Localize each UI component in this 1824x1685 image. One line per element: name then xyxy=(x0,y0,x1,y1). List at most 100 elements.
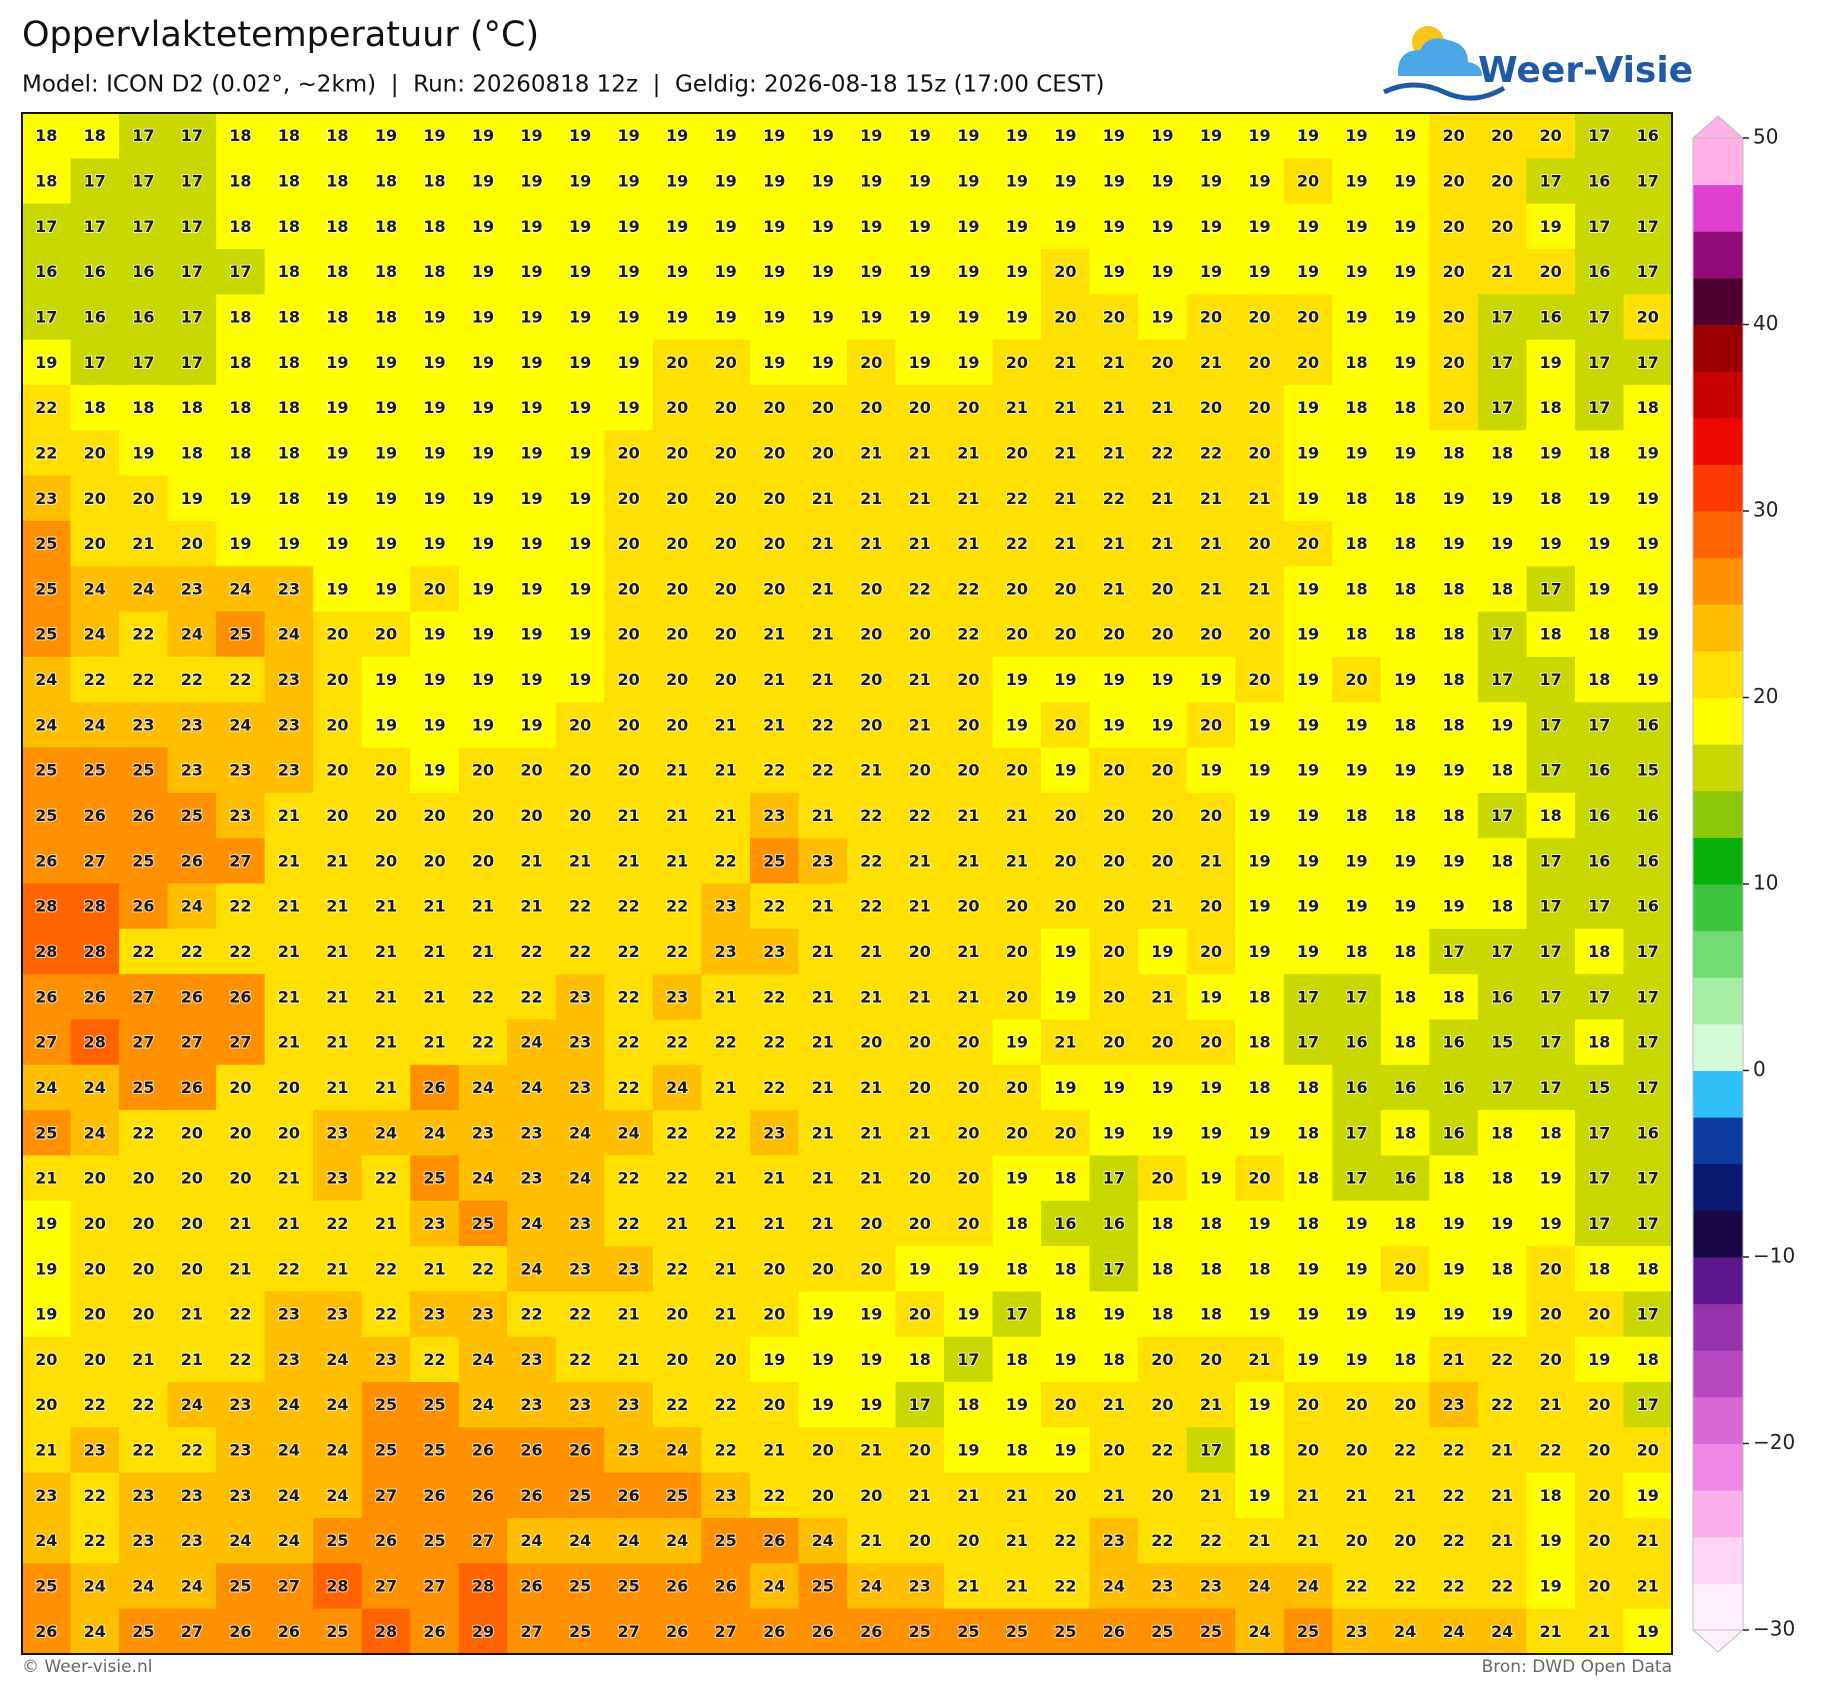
cell-value: 19 xyxy=(569,126,591,145)
grid-cell xyxy=(798,158,848,205)
grid-cell xyxy=(22,1064,72,1111)
grid-cell xyxy=(992,430,1042,477)
grid-cell xyxy=(264,158,314,205)
cell-value: 21 xyxy=(860,443,882,462)
grid-cell xyxy=(1332,1336,1382,1383)
grid-cell xyxy=(604,1200,654,1247)
cell-value: 23 xyxy=(1151,1577,1173,1596)
cell-value: 16 xyxy=(1637,851,1659,870)
cell-value: 19 xyxy=(1151,1123,1173,1142)
grid-cell xyxy=(22,520,72,567)
grid-cell xyxy=(410,1382,460,1428)
cell-value: 23 xyxy=(520,1395,542,1414)
grid-cell xyxy=(507,883,557,930)
cell-value: 26 xyxy=(181,851,203,870)
cell-value: 18 xyxy=(1394,1350,1416,1369)
grid-cell xyxy=(216,611,266,658)
cell-value: 22 xyxy=(957,625,979,644)
grid-cell xyxy=(410,566,460,613)
grid-cell xyxy=(216,520,266,567)
grid-cell xyxy=(70,792,120,839)
cell-value: 19 xyxy=(229,534,251,553)
cell-value: 19 xyxy=(1006,171,1028,190)
grid-cell xyxy=(1283,1336,1333,1383)
cell-value: 19 xyxy=(812,353,834,372)
grid-cell xyxy=(1138,1472,1188,1519)
cell-value: 24 xyxy=(520,1078,542,1097)
cell-value: 27 xyxy=(132,987,154,1006)
grid-cell xyxy=(70,384,120,431)
cell-value: 19 xyxy=(35,1305,57,1324)
grid-cell xyxy=(847,248,897,295)
grid-cell xyxy=(1380,1291,1430,1338)
cell-value: 20 xyxy=(763,1259,785,1278)
grid-cell xyxy=(1041,294,1091,341)
cell-value: 17 xyxy=(1637,942,1659,961)
grid-cell xyxy=(1429,747,1479,794)
cell-value: 18 xyxy=(1006,1350,1028,1369)
cell-value: 21 xyxy=(763,670,785,689)
grid-cell xyxy=(1186,339,1236,386)
grid-cell xyxy=(1526,974,1576,1021)
grid-cell xyxy=(1574,1336,1625,1383)
cell-value: 21 xyxy=(666,761,688,780)
grid-cell xyxy=(361,1472,411,1519)
grid-cell xyxy=(944,792,994,839)
cell-value: 22 xyxy=(375,1305,397,1324)
cell-value: 26 xyxy=(763,1531,785,1550)
grid-cell xyxy=(847,1518,897,1564)
cell-value: 18 xyxy=(278,443,300,462)
colorbar-tick-label: 10 xyxy=(1753,871,1778,895)
grid-cell xyxy=(1380,1608,1430,1655)
cell-value: 19 xyxy=(1054,987,1076,1006)
grid-cell xyxy=(895,294,945,341)
cell-value: 23 xyxy=(715,942,737,961)
cell-value: 19 xyxy=(860,217,882,236)
cell-value: 26 xyxy=(423,1486,445,1505)
grid-cell xyxy=(507,1200,557,1247)
cell-value: 20 xyxy=(1394,1259,1416,1278)
cell-value: 19 xyxy=(569,217,591,236)
grid-cell xyxy=(847,838,897,885)
grid-cell xyxy=(1477,203,1528,250)
cell-value: 26 xyxy=(520,1486,542,1505)
cell-value: 21 xyxy=(1006,806,1028,825)
grid-cell xyxy=(313,158,363,205)
cell-value: 22 xyxy=(666,942,688,961)
cell-value: 19 xyxy=(1297,398,1319,417)
grid-cell xyxy=(798,838,848,885)
grid-cell xyxy=(1283,1382,1333,1428)
cell-value: 20 xyxy=(1540,262,1562,281)
grid-cell xyxy=(410,1563,460,1610)
grid-cell xyxy=(604,158,654,205)
cell-value: 19 xyxy=(957,217,979,236)
cell-value: 22 xyxy=(423,1350,445,1369)
cell-value: 20 xyxy=(860,1033,882,1052)
grid-cell xyxy=(555,475,605,522)
cell-value: 19 xyxy=(957,1305,979,1324)
grid-cell xyxy=(167,1518,217,1564)
cell-value: 19 xyxy=(1248,1305,1270,1324)
grid-cell xyxy=(944,747,994,794)
grid-cell xyxy=(749,838,800,885)
cell-value: 25 xyxy=(1200,1622,1222,1641)
cell-value: 20 xyxy=(763,1395,785,1414)
grid-cell xyxy=(410,1019,460,1066)
cell-value: 20 xyxy=(666,579,688,598)
grid-cell xyxy=(264,1110,314,1157)
cell-value: 20 xyxy=(715,625,737,644)
cell-value: 23 xyxy=(1345,1622,1367,1641)
grid-cell xyxy=(992,1518,1042,1564)
cell-value: 19 xyxy=(1054,1350,1076,1369)
grid-cell xyxy=(70,1110,120,1157)
cell-value: 16 xyxy=(1588,806,1610,825)
grid-cell xyxy=(992,1608,1042,1655)
grid-cell xyxy=(1429,248,1479,295)
cell-value: 20 xyxy=(375,625,397,644)
grid-cell xyxy=(1089,1246,1139,1293)
cell-value: 19 xyxy=(1491,1214,1513,1233)
grid-cell xyxy=(944,974,994,1021)
cell-value: 19 xyxy=(1054,1078,1076,1097)
grid-cell xyxy=(798,1427,848,1474)
grid-cell xyxy=(167,1291,217,1338)
